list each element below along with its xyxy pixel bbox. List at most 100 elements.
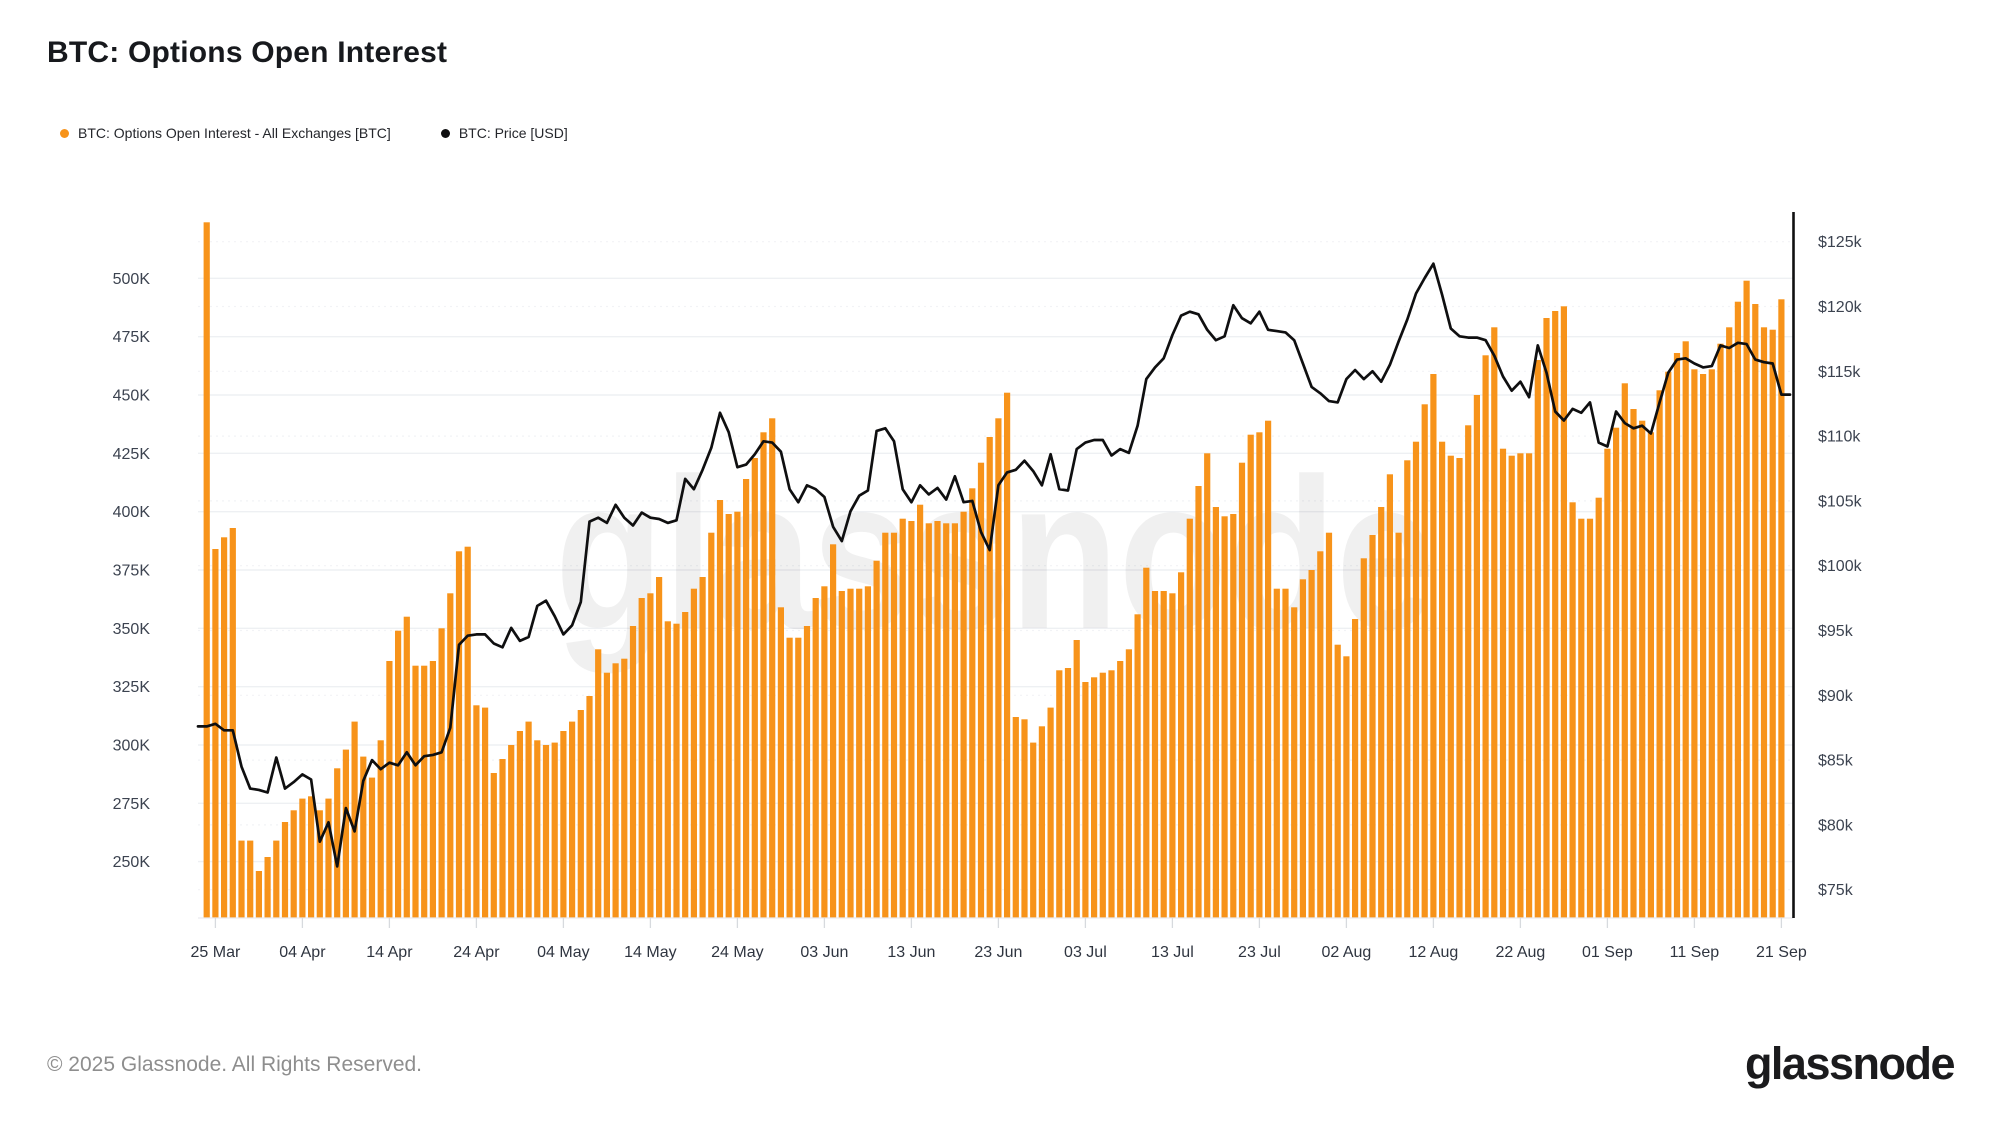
open-interest-bar[interactable] — [1091, 677, 1098, 918]
open-interest-bar[interactable] — [1482, 355, 1489, 918]
open-interest-bar[interactable] — [1752, 304, 1759, 918]
open-interest-bar[interactable] — [1439, 441, 1446, 918]
open-interest-bar[interactable] — [534, 740, 541, 918]
open-interest-bar[interactable] — [1708, 369, 1715, 918]
open-interest-bar[interactable] — [455, 551, 463, 918]
open-interest-bar[interactable] — [1734, 301, 1741, 918]
open-interest-bar[interactable] — [1682, 341, 1689, 918]
legend-item-open-interest[interactable]: BTC: Options Open Interest - All Exchang… — [60, 125, 391, 141]
open-interest-bar[interactable] — [360, 756, 367, 918]
open-interest-bar[interactable] — [786, 637, 793, 918]
open-interest-bar[interactable] — [560, 731, 567, 918]
open-interest-bar[interactable] — [1369, 535, 1376, 918]
open-interest-bar[interactable] — [1517, 453, 1524, 918]
open-interest-bar[interactable] — [299, 798, 306, 918]
open-interest-bar[interactable] — [1534, 360, 1541, 918]
open-interest-bar[interactable] — [1430, 374, 1437, 918]
open-interest-bar[interactable] — [1621, 383, 1628, 918]
open-interest-bar[interactable] — [1726, 327, 1733, 918]
open-interest-bar[interactable] — [1325, 532, 1333, 918]
open-interest-bar[interactable] — [925, 523, 932, 918]
open-interest-bar[interactable] — [1099, 672, 1106, 918]
open-interest-bar[interactable] — [1673, 353, 1681, 918]
open-interest-bar[interactable] — [577, 710, 584, 918]
open-interest-bar[interactable] — [803, 626, 811, 918]
open-interest-bar[interactable] — [812, 598, 819, 918]
open-interest-bar[interactable] — [595, 649, 602, 918]
open-interest-bar[interactable] — [951, 523, 958, 918]
open-interest-bar[interactable] — [899, 518, 906, 918]
open-interest-bar[interactable] — [255, 871, 262, 918]
open-interest-bar[interactable] — [1456, 458, 1463, 918]
legend-item-price[interactable]: BTC: Price [USD] — [440, 125, 568, 141]
open-interest-bar[interactable] — [203, 222, 210, 919]
open-interest-bar[interactable] — [1656, 390, 1663, 918]
open-interest-bar[interactable] — [1360, 558, 1367, 918]
open-interest-bar[interactable] — [1743, 280, 1750, 918]
open-interest-bar[interactable] — [1526, 453, 1533, 918]
open-interest-bar[interactable] — [1386, 474, 1393, 918]
open-interest-bar[interactable] — [1108, 670, 1115, 918]
open-interest-bar[interactable] — [1691, 369, 1698, 918]
open-interest-bar[interactable] — [281, 822, 289, 918]
open-interest-bar[interactable] — [743, 479, 750, 918]
open-interest-bar[interactable] — [1143, 567, 1150, 918]
open-interest-bar[interactable] — [264, 857, 271, 918]
open-interest-bar[interactable] — [334, 768, 341, 918]
open-interest-bar[interactable] — [873, 560, 880, 918]
open-interest-bar[interactable] — [421, 665, 428, 918]
open-interest-bar[interactable] — [795, 637, 802, 918]
open-interest-bar[interactable] — [716, 500, 724, 918]
open-interest-bar[interactable] — [612, 663, 619, 918]
open-interest-bar[interactable] — [943, 523, 950, 918]
open-interest-bar[interactable] — [429, 661, 436, 918]
open-interest-bar[interactable] — [1604, 448, 1611, 918]
open-interest-bar[interactable] — [247, 840, 254, 918]
price-line[interactable] — [196, 262, 1792, 868]
open-interest-bar[interactable] — [551, 742, 558, 918]
open-interest-bar[interactable] — [290, 810, 297, 918]
open-interest-bar[interactable] — [1560, 306, 1567, 918]
open-interest-bar[interactable] — [377, 740, 384, 918]
open-interest-bar[interactable] — [1117, 661, 1124, 918]
open-interest-bar[interactable] — [1543, 318, 1550, 918]
open-interest-bar[interactable] — [1700, 374, 1707, 918]
open-interest-bar[interactable] — [212, 549, 219, 918]
open-interest-bar[interactable] — [769, 418, 776, 918]
open-interest-bar[interactable] — [229, 528, 236, 918]
open-interest-bar[interactable] — [699, 577, 706, 918]
open-interest-bar[interactable] — [1238, 462, 1246, 918]
open-interest-bar[interactable] — [847, 588, 854, 918]
open-interest-bar[interactable] — [734, 511, 741, 918]
open-interest-bar[interactable] — [1125, 649, 1132, 918]
open-interest-bar[interactable] — [1047, 707, 1054, 918]
open-interest-bar[interactable] — [490, 773, 497, 918]
open-interest-bar[interactable] — [1665, 371, 1672, 918]
open-interest-bar[interactable] — [1212, 507, 1219, 918]
open-interest-bar[interactable] — [1760, 327, 1768, 918]
open-interest-bar[interactable] — [934, 521, 941, 918]
open-interest-bar[interactable] — [995, 418, 1002, 918]
open-interest-bar[interactable] — [438, 628, 445, 918]
open-interest-bar[interactable] — [1204, 453, 1211, 918]
open-interest-bar[interactable] — [1639, 420, 1646, 918]
open-interest-bar[interactable] — [638, 598, 645, 918]
open-interest-bar[interactable] — [1491, 327, 1498, 918]
open-interest-bar[interactable] — [760, 432, 767, 918]
open-interest-bar[interactable] — [708, 532, 715, 918]
open-interest-bar[interactable] — [464, 546, 471, 918]
open-interest-bar[interactable] — [1769, 329, 1776, 918]
open-interest-bar[interactable] — [1613, 427, 1620, 918]
open-interest-bar[interactable] — [1160, 591, 1167, 918]
open-interest-bar[interactable] — [1151, 591, 1159, 918]
open-interest-bar[interactable] — [586, 696, 593, 918]
open-interest-bar[interactable] — [1499, 448, 1507, 918]
open-interest-bar[interactable] — [542, 745, 550, 918]
open-interest-bar[interactable] — [621, 658, 628, 918]
open-interest-bar[interactable] — [1717, 343, 1724, 918]
open-interest-bar[interactable] — [1317, 551, 1324, 918]
open-interest-bar[interactable] — [386, 661, 393, 918]
open-interest-bar[interactable] — [395, 630, 402, 918]
open-interest-bar[interactable] — [325, 798, 332, 918]
open-interest-bar[interactable] — [1291, 607, 1298, 918]
